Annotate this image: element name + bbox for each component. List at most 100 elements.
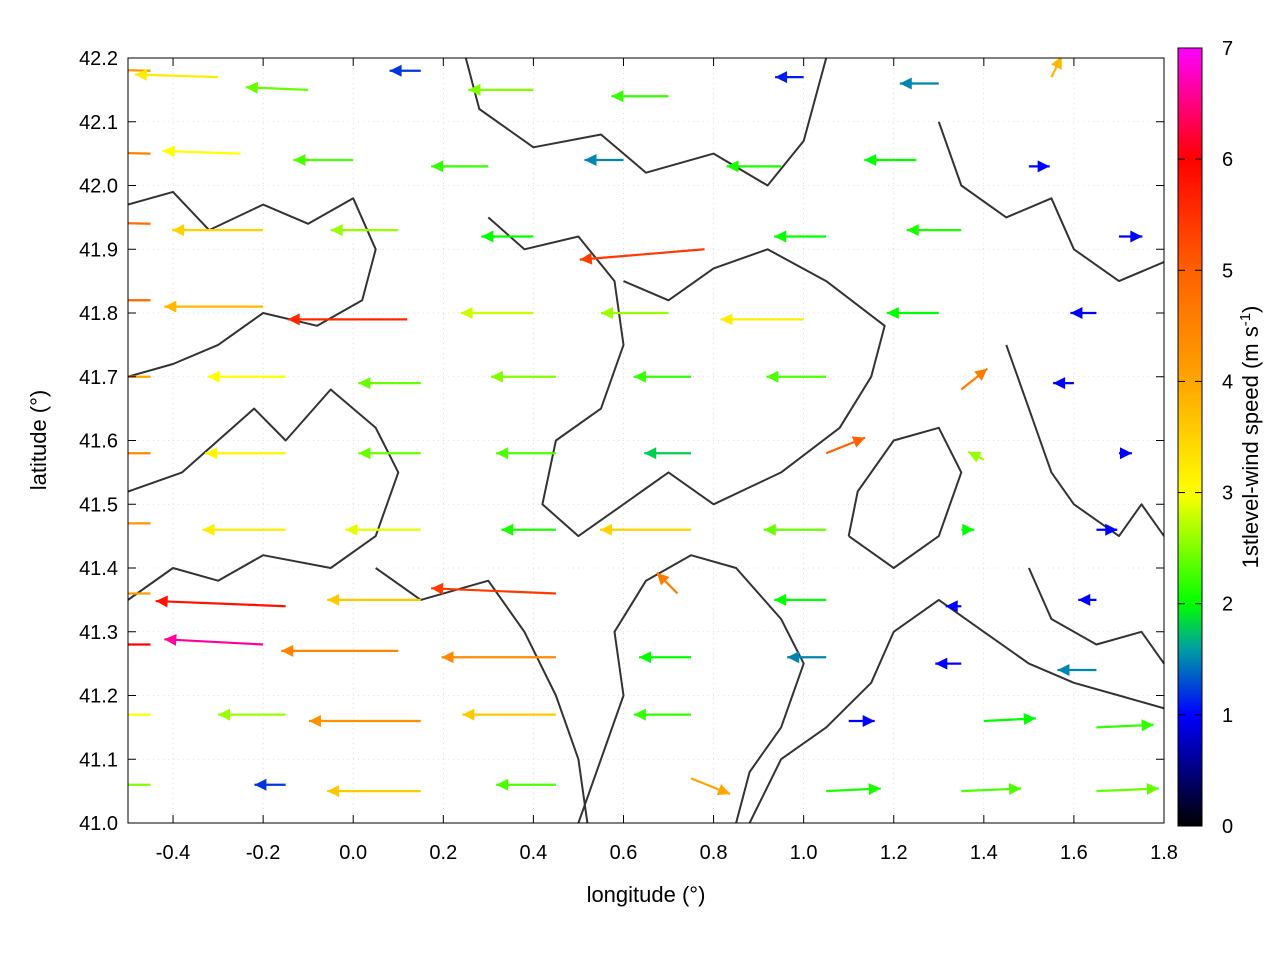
wind-vector-head bbox=[462, 708, 475, 721]
colorbar-tick-label: 3 bbox=[1222, 483, 1233, 505]
wind-vector bbox=[763, 523, 827, 536]
wind-vector-head bbox=[358, 377, 371, 390]
wind-vector-head bbox=[308, 715, 321, 727]
colorbar-tick-label: 2 bbox=[1222, 594, 1233, 616]
wind-vector bbox=[155, 595, 286, 608]
x-tick-label: 0.6 bbox=[610, 842, 638, 864]
x-tick-label: 1.4 bbox=[970, 842, 998, 864]
wind-vector bbox=[579, 248, 705, 265]
wind-vector bbox=[983, 713, 1036, 725]
wind-vector bbox=[202, 523, 286, 536]
wind-vector-shaft bbox=[162, 149, 241, 155]
wind-vector-head bbox=[1078, 593, 1091, 606]
wind-vector bbox=[961, 783, 1022, 796]
wind-vector-head bbox=[1023, 713, 1036, 725]
contour-line bbox=[375, 567, 589, 823]
y-tick-label: 41.8 bbox=[79, 303, 118, 325]
contour-line bbox=[464, 58, 828, 187]
wind-vectors bbox=[128, 58, 1159, 798]
contour-line bbox=[1005, 344, 1164, 538]
wind-vector bbox=[935, 657, 962, 670]
wind-vector-head bbox=[774, 230, 787, 243]
y-tick-label: 41.0 bbox=[79, 813, 118, 835]
wind-vector-head bbox=[1141, 719, 1154, 732]
contour-line bbox=[128, 388, 400, 601]
wind-vector bbox=[330, 224, 399, 237]
colorbar-label-suffix: ) bbox=[1238, 306, 1263, 313]
wind-vector bbox=[431, 582, 556, 595]
wind-vector bbox=[1096, 783, 1159, 796]
wind-vector bbox=[481, 230, 534, 243]
wind-vector bbox=[633, 370, 692, 383]
y-axis-ticks: 41.0 41.1 41.2 41.3 41.4 41.5 41.6 41.7 41.8 41.9… bbox=[79, 48, 1164, 835]
wind-vector-head bbox=[468, 83, 481, 96]
y-tick-label: 41.5 bbox=[79, 494, 118, 516]
wind-vector-head bbox=[1057, 664, 1070, 676]
wind-vector bbox=[826, 783, 881, 796]
wind-vector bbox=[639, 651, 692, 664]
wind-vector bbox=[864, 154, 917, 166]
wind-vector-head bbox=[164, 633, 177, 646]
wind-vector-head bbox=[155, 595, 168, 608]
wind-vector-head bbox=[1119, 447, 1132, 460]
wind-vector-head bbox=[501, 523, 514, 536]
wind-vector-head bbox=[345, 523, 358, 536]
wind-vector-head bbox=[1037, 160, 1050, 173]
wind-vector bbox=[496, 447, 556, 460]
wind-vector-shaft bbox=[579, 248, 705, 261]
wind-vector-head bbox=[431, 160, 444, 173]
wind-vector-head bbox=[962, 523, 975, 536]
wind-vector bbox=[961, 523, 975, 536]
y-tick-label: 42.2 bbox=[79, 48, 118, 70]
wind-vector-head bbox=[254, 778, 267, 791]
terrain-contours bbox=[128, 58, 1164, 823]
wind-vector-head bbox=[886, 307, 899, 319]
x-tick-label: -0.2 bbox=[246, 842, 280, 864]
wind-vector-head bbox=[906, 224, 919, 237]
wind-vector bbox=[1096, 719, 1154, 732]
wind-vector bbox=[164, 633, 264, 646]
wind-vector bbox=[128, 299, 151, 302]
x-tick-label: 0.2 bbox=[429, 842, 457, 864]
wind-vector bbox=[967, 450, 985, 463]
wind-vector bbox=[600, 523, 692, 536]
wind-vector-head bbox=[481, 230, 494, 243]
wind-vector bbox=[287, 313, 408, 326]
wind-vector bbox=[1078, 593, 1097, 606]
wind-vector-shaft bbox=[164, 638, 264, 646]
wind-vector-head bbox=[864, 154, 877, 166]
wind-vector bbox=[825, 436, 866, 455]
wind-vector-head bbox=[441, 651, 454, 664]
wind-vector bbox=[207, 370, 286, 383]
wind-vector-head bbox=[330, 224, 343, 237]
wind-vector-head bbox=[600, 307, 613, 319]
y-tick-label: 41.1 bbox=[79, 749, 118, 771]
wind-vector bbox=[281, 644, 399, 657]
wind-vector-head bbox=[766, 370, 779, 383]
wind-vector-head bbox=[1070, 307, 1083, 319]
contour-line bbox=[748, 598, 1164, 823]
wind-vector bbox=[172, 224, 264, 237]
wind-vector bbox=[775, 71, 804, 84]
wind-vector bbox=[293, 154, 354, 166]
wind-vector-head bbox=[327, 785, 340, 798]
wind-vector-head bbox=[1146, 783, 1159, 796]
wind-vector bbox=[774, 593, 827, 606]
y-tick-label: 42.0 bbox=[79, 176, 118, 198]
wind-vector-head bbox=[720, 313, 733, 326]
wind-vector bbox=[1050, 58, 1063, 78]
wind-vector bbox=[644, 447, 692, 460]
wind-vector bbox=[1118, 447, 1132, 460]
wind-vector bbox=[134, 68, 219, 81]
x-tick-label: 1.0 bbox=[790, 842, 818, 864]
wind-vector-head bbox=[968, 451, 982, 463]
wind-vector-head bbox=[490, 370, 503, 383]
contour-line bbox=[487, 216, 886, 538]
x-tick-label: 0.0 bbox=[339, 842, 367, 864]
wind-vector-head bbox=[134, 68, 148, 81]
wind-vector bbox=[945, 600, 962, 613]
wind-vector bbox=[774, 230, 827, 243]
x-tick-label: 1.6 bbox=[1060, 842, 1088, 864]
wind-vector bbox=[164, 300, 264, 313]
wind-vector-head bbox=[293, 154, 306, 166]
